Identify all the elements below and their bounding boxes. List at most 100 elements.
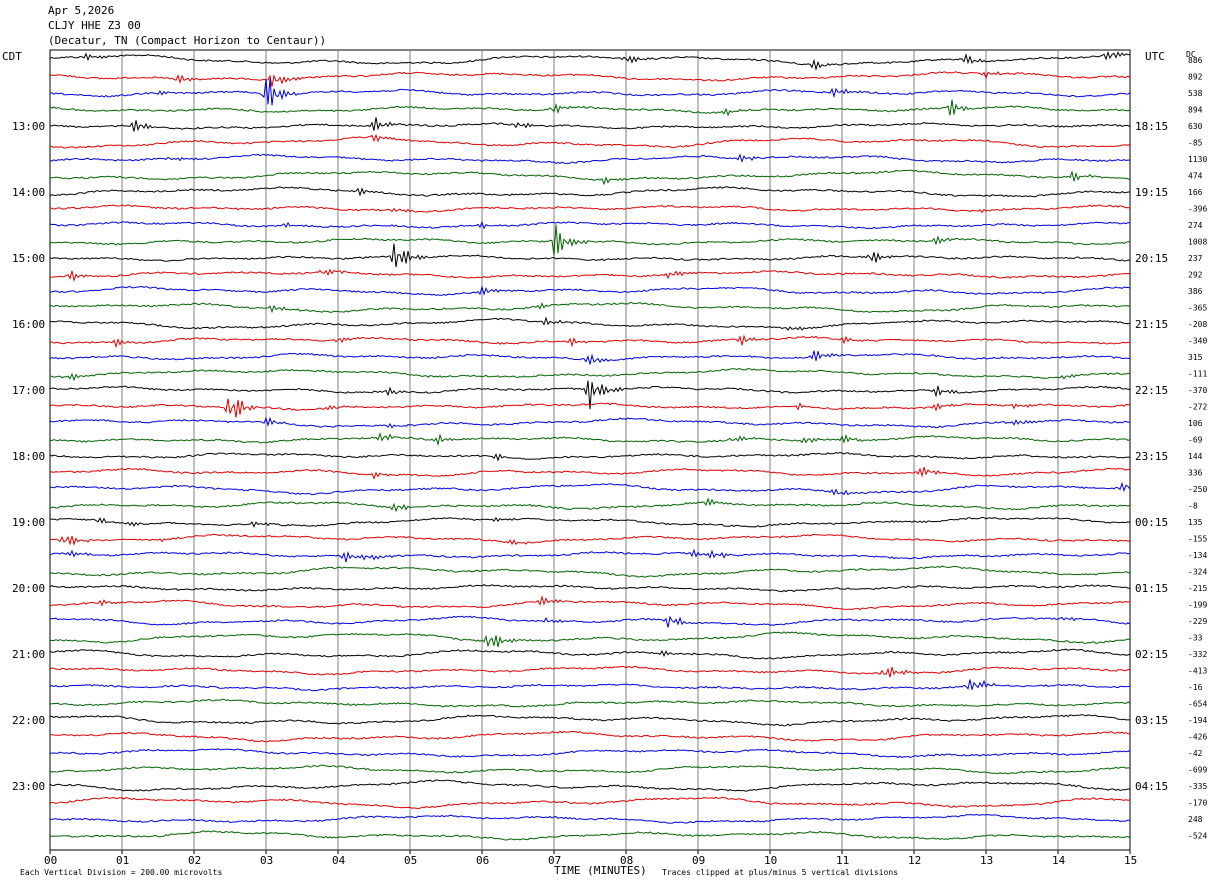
dc-offset-label: -215: [1188, 584, 1207, 593]
dc-offset-label: 894: [1188, 106, 1203, 115]
trace-33: [49, 594, 1131, 611]
trace-39: [49, 698, 1131, 708]
trace-14: [49, 285, 1131, 296]
x-tick-label-12: 12: [908, 854, 921, 867]
trace-31: [49, 565, 1131, 578]
left-hour-label: 16:00: [12, 318, 45, 331]
dc-offset-label: 144: [1188, 452, 1203, 461]
dc-offset-label: -413: [1188, 667, 1207, 676]
left-hour-label: 22:00: [12, 714, 45, 727]
right-hour-label: 01:15: [1135, 582, 1168, 595]
dc-offset-label: 1008: [1188, 238, 1207, 247]
trace-15: [49, 301, 1131, 314]
trace-0: [49, 50, 1131, 72]
left-hour-label: 21:00: [12, 648, 45, 661]
dc-offset-label: -365: [1188, 304, 1207, 313]
right-hour-label: 20:15: [1135, 252, 1168, 265]
dc-offset-label: -33: [1188, 634, 1203, 643]
trace-2: [49, 78, 1131, 106]
trace-12: [49, 243, 1131, 268]
trace-30: [49, 548, 1131, 563]
trace-32: [49, 584, 1130, 593]
dc-offset-label: 135: [1188, 518, 1203, 527]
trace-41: [49, 730, 1131, 743]
right-hour-label: 21:15: [1135, 318, 1168, 331]
plot-frame: [49, 49, 1131, 851]
dc-offset-label: -69: [1188, 436, 1203, 445]
trace-4: [50, 117, 1131, 132]
dc-offset-label: -8: [1188, 502, 1198, 511]
dc-offset-label: -250: [1188, 485, 1207, 494]
left-hour-label: 18:00: [12, 450, 45, 463]
dc-offset-label: 630: [1188, 122, 1203, 131]
x-tick-label-14: 14: [1052, 854, 1066, 867]
dc-offset-label: -155: [1188, 535, 1207, 544]
dc-offset-label: -170: [1188, 799, 1207, 808]
header-station: CLJY HHE Z3 00: [48, 19, 141, 32]
dc-offset-label: 106: [1188, 419, 1203, 428]
right-hour-label: 04:15: [1135, 780, 1168, 793]
trace-23: [49, 432, 1131, 447]
dc-offset-label: -340: [1188, 337, 1207, 346]
dc-offset-label: -194: [1188, 716, 1207, 725]
trace-28: [49, 516, 1131, 528]
x-tick-label-07: 07: [548, 854, 561, 867]
trace-13: [49, 268, 1131, 283]
left-axis-label: CDT: [2, 50, 22, 63]
dc-offset-label: 237: [1188, 254, 1203, 263]
right-hour-label: 22:15: [1135, 384, 1168, 397]
dc-offset-label: -42: [1188, 749, 1203, 758]
dc-offset-label: 315: [1188, 353, 1203, 362]
dc-offset-label: -229: [1188, 617, 1207, 626]
left-hour-label: 15:00: [12, 252, 45, 265]
dc-offset-label: -335: [1188, 782, 1207, 791]
dc-offset-label: 386: [1188, 287, 1203, 296]
trace-38: [49, 679, 1131, 692]
trace-group: [49, 50, 1131, 841]
x-tick-label-01: 01: [116, 854, 129, 867]
trace-9: [49, 204, 1131, 214]
x-tick-label-00: 00: [44, 854, 57, 867]
x-tick-label-09: 09: [692, 854, 705, 867]
trace-1: [49, 71, 1131, 87]
trace-10: [49, 220, 1131, 230]
dc-offset-label: 886: [1188, 56, 1203, 65]
dc-offset-label: 166: [1188, 188, 1203, 197]
header-date: Apr 5,2026: [48, 4, 115, 17]
dc-offset-label: -199: [1188, 601, 1207, 610]
dc-offset-label: -370: [1188, 386, 1207, 395]
dc-offset-label: -524: [1188, 832, 1207, 841]
trace-24: [49, 451, 1131, 462]
trace-3: [49, 99, 1131, 117]
dc-label: DC: [1186, 50, 1196, 59]
dc-offset-label: 538: [1188, 89, 1203, 98]
trace-17: [49, 334, 1130, 349]
clip-note: Traces clipped at plus/minus 5 vertical …: [662, 868, 898, 877]
right-hour-label: 18:15: [1135, 120, 1168, 133]
trace-34: [49, 615, 1131, 628]
trace-5: [49, 133, 1131, 149]
dc-offset-label: -111: [1188, 370, 1207, 379]
right-hour-label: 02:15: [1135, 648, 1168, 661]
right-hour-label: 23:15: [1135, 450, 1168, 463]
minute-grid: [49, 50, 1131, 854]
left-hour-label: 14:00: [12, 186, 45, 199]
dc-offset-label: 1130: [1188, 155, 1207, 164]
trace-46: [49, 813, 1131, 824]
dc-offset-label: 292: [1188, 271, 1203, 280]
trace-43: [49, 764, 1131, 775]
x-tick-label-15: 15: [1124, 854, 1137, 867]
x-tick-label-13: 13: [980, 854, 993, 867]
dc-offset-label: -324: [1188, 568, 1207, 577]
trace-19: [49, 367, 1131, 382]
trace-6: [49, 153, 1131, 165]
trace-22: [49, 416, 1131, 429]
x-tick-label-11: 11: [836, 854, 849, 867]
dc-offset-label: -85: [1188, 139, 1203, 148]
trace-45: [49, 796, 1131, 809]
x-tick-label-05: 05: [404, 854, 417, 867]
header-location: (Decatur, TN (Compact Horizon to Centaur…: [48, 34, 327, 47]
dc-offset-label: -272: [1188, 403, 1207, 412]
dc-offset-label: 274: [1188, 221, 1203, 230]
dc-offset-label: 474: [1188, 172, 1203, 181]
